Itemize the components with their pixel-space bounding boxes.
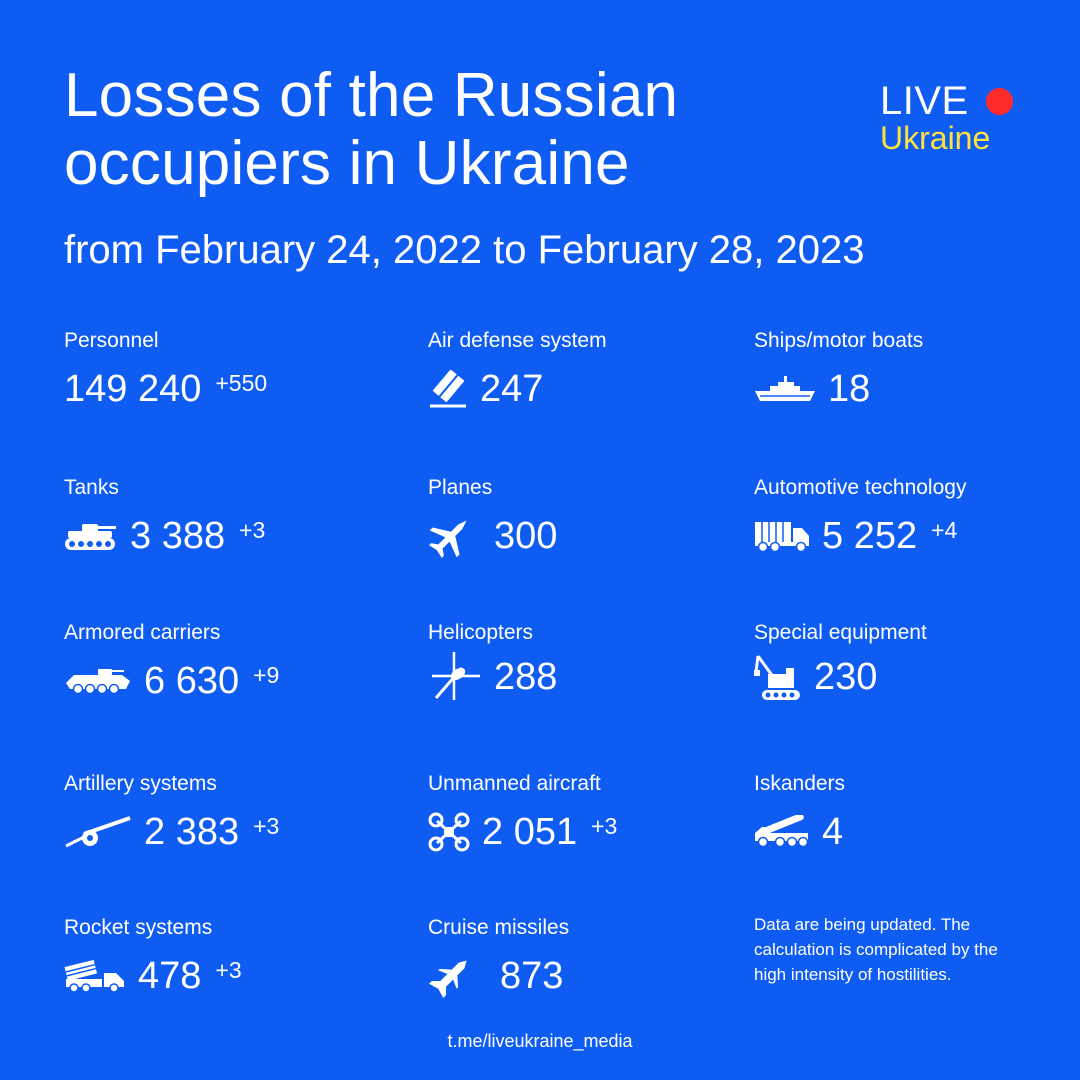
stat-rocket-systems: Rocket systems 478 +3 (64, 915, 242, 997)
air-defense-icon (428, 370, 468, 408)
cruise-missile-icon (428, 953, 474, 999)
stat-label: Armored carriers (64, 621, 221, 644)
stat-automotive-technology: Automotive technology 5 252 +4 (754, 475, 967, 557)
stat-label: Artillery systems (64, 772, 217, 795)
stat-delta: +4 (931, 517, 958, 543)
stat-value: 5 252 (822, 515, 918, 557)
tank-icon (64, 521, 118, 551)
stat-cruise-missiles: Cruise missiles 873 (428, 915, 570, 998)
stat-value: 2 383 (144, 811, 240, 853)
logo-red-dot (986, 88, 1013, 115)
stat-tanks: Tanks 3 388 +3 (64, 475, 265, 557)
stat-ships: Ships/motor boats 18 (754, 328, 924, 410)
stat-value: 478 (138, 955, 202, 997)
stat-label: Automotive technology (754, 476, 967, 499)
stat-air-defense: Air defense system 247 (428, 328, 607, 410)
stat-label: Rocket systems (64, 916, 213, 939)
stat-delta: +3 (591, 813, 618, 839)
stat-label: Cruise missiles (428, 916, 570, 939)
stat-label: Air defense system (428, 329, 607, 352)
stat-delta: +9 (253, 662, 280, 688)
iskander-icon (754, 815, 810, 849)
artillery-icon (64, 816, 132, 848)
stat-label: Helicopters (428, 621, 534, 644)
stat-value: 247 (480, 368, 544, 410)
live-ukraine-logo: LIVE Ukraine (880, 80, 1020, 160)
stat-delta: +3 (253, 813, 280, 839)
logo-ukraine-text: Ukraine (880, 120, 991, 156)
stat-artillery-systems: Artillery systems 2 383 +3 (64, 771, 279, 853)
stat-value: 149 240 (64, 368, 202, 410)
stat-value: 2 051 (482, 811, 578, 853)
stat-label: Tanks (64, 476, 119, 499)
stat-label: Planes (428, 476, 493, 499)
helicopter-icon (428, 650, 482, 704)
stat-value: 3 388 (130, 515, 226, 557)
excavator-icon (754, 652, 802, 702)
date-range-subtitle: from February 24, 2022 to February 28, 2… (64, 228, 865, 272)
stat-helicopters: Helicopters 288 (428, 620, 557, 700)
stat-value: 288 (494, 656, 558, 698)
stat-label: Ships/motor boats (754, 329, 924, 352)
stat-label: Iskanders (754, 772, 846, 795)
plane-icon (428, 513, 474, 559)
truck-icon (754, 519, 810, 553)
ship-icon (754, 374, 816, 404)
stat-delta: +3 (239, 517, 266, 543)
stat-planes: Planes 300 (428, 475, 557, 558)
telegram-link[interactable]: t.me/liveukraine_media (447, 1031, 633, 1051)
stat-special-equipment: Special equipment 230 (754, 620, 927, 700)
armored-carrier-icon (64, 667, 132, 695)
page-title: Losses of the Russian occupiers in Ukrai… (64, 61, 679, 198)
stat-unmanned-aircraft: Unmanned aircraft 2 051 +3 (428, 771, 617, 853)
logo-live-text: LIVE (880, 79, 969, 123)
stat-value: 18 (828, 368, 871, 410)
stat-value: 4 (822, 811, 844, 853)
stat-delta: +550 (215, 370, 268, 396)
stat-delta: +3 (215, 957, 242, 983)
stat-label: Personnel (64, 329, 159, 352)
update-note: Data are being updated. The calculation … (754, 915, 998, 984)
stat-personnel: Personnel 149 240 +550 (64, 328, 267, 410)
stat-label: Special equipment (754, 621, 927, 644)
stat-iskanders: Iskanders 4 (754, 771, 846, 853)
stat-value: 300 (494, 515, 558, 557)
stat-armored-carriers: Armored carriers 6 630 +9 (64, 620, 279, 702)
stat-value: 6 630 (144, 660, 240, 702)
rocket-launcher-icon (64, 959, 126, 993)
stat-value: 230 (814, 656, 878, 698)
drone-icon (428, 812, 470, 852)
stat-label: Unmanned aircraft (428, 772, 601, 795)
stat-value: 873 (500, 955, 564, 997)
